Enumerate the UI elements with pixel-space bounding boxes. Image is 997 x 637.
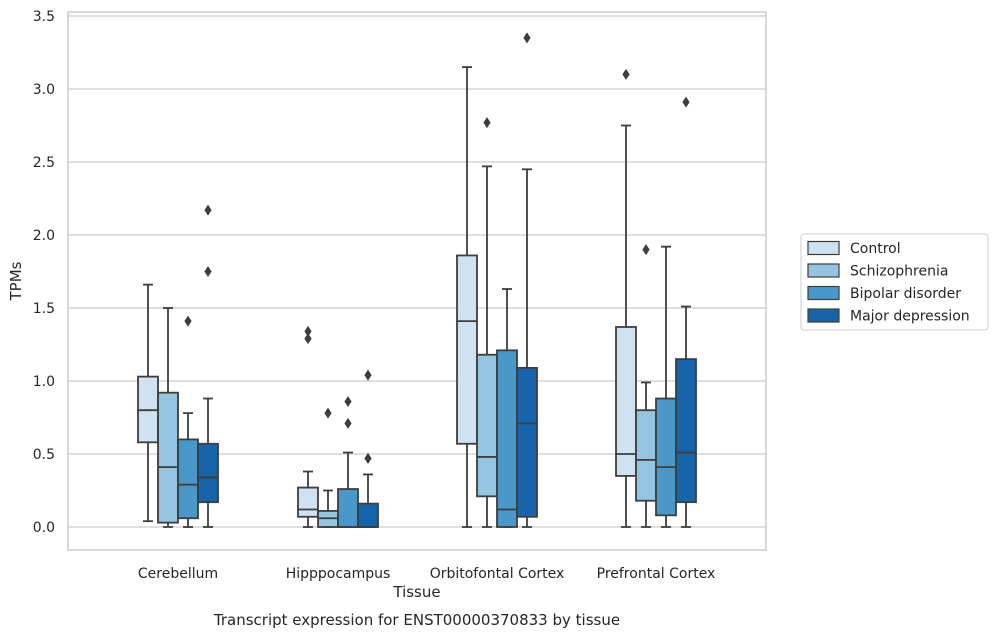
legend-label: Bipolar disorder (850, 286, 961, 302)
legend: Control Schizophrenia Bipolar disorder Majo… (800, 233, 989, 331)
legend-swatch (807, 240, 840, 256)
outlier-point (483, 117, 491, 129)
legend-swatch (807, 263, 840, 278)
outlier-point (344, 395, 352, 407)
box-iqr (357, 502, 379, 528)
box-iqr (516, 366, 538, 518)
x-tick-label: Cerebellum (138, 566, 218, 582)
outlier-point (204, 266, 212, 277)
chart-caption: Transcript expression for ENST0000037083… (213, 611, 620, 629)
box-iqr (197, 442, 219, 504)
y-tick-label: 1.0 (33, 374, 55, 390)
outlier-point (682, 96, 690, 108)
box-control (615, 68, 637, 528)
y-axis-label: TPMs (7, 261, 25, 301)
boxes (137, 32, 697, 528)
box-schizophrenia (476, 117, 498, 528)
y-tick-label: 1.5 (33, 301, 55, 317)
box-iqr (177, 438, 199, 520)
x-axis-label: Tissue (392, 583, 440, 601)
outlier-point (364, 452, 372, 464)
box-bipolar-disorder (655, 245, 677, 528)
legend-label: Major depression (850, 309, 970, 325)
outlier-point (204, 204, 212, 216)
y-tick-label: 3.5 (33, 9, 55, 25)
y-tick-label: 2.5 (33, 155, 55, 171)
box-major-depression (197, 204, 219, 528)
box-iqr (675, 358, 697, 504)
box-iqr (496, 349, 518, 528)
outlier-point (304, 333, 312, 345)
outlier-point (344, 417, 352, 429)
box-major-depression (357, 369, 379, 528)
y-tick-labels: 0.0 0.5 1.0 1.5 2.0 2.5 3.0 3.5 (33, 9, 55, 536)
box-schizophrenia (635, 244, 657, 528)
legend-swatch (807, 285, 840, 301)
box-iqr (476, 353, 498, 498)
outlier-point (184, 315, 192, 327)
y-tick-label: 2.0 (33, 228, 55, 244)
outlier-point (523, 32, 531, 44)
box-iqr (635, 409, 657, 502)
box-schizophrenia (317, 407, 339, 528)
box-control (297, 325, 319, 528)
box-bipolar-disorder (177, 315, 199, 528)
box-iqr (456, 254, 478, 445)
box-control (456, 66, 478, 528)
box-iqr (655, 397, 677, 517)
outlier-point (364, 369, 372, 381)
box-iqr (297, 486, 319, 518)
box-bipolar-disorder (337, 395, 359, 528)
outlier-point (324, 407, 332, 419)
box-iqr (615, 326, 637, 477)
x-tick-label: Orbitofontal Cortex (430, 566, 565, 582)
x-tick-labels: Cerebellum Hipppocampus Orbitofontal Corte… (138, 566, 715, 582)
x-tick-label: Hipppocampus (286, 566, 391, 582)
y-tick-label: 3.0 (33, 82, 55, 98)
x-tick-label: Prefrontal Cortex (597, 566, 716, 582)
box-iqr (157, 391, 179, 524)
box-control (137, 283, 159, 523)
box-iqr (337, 488, 359, 528)
legend-label: Control (850, 241, 901, 257)
box-major-depression (516, 32, 538, 528)
legend-swatch (807, 308, 840, 323)
legend-label: Schizophrenia (850, 264, 948, 280)
legend-frame (800, 233, 989, 331)
box-schizophrenia (157, 307, 179, 528)
outlier-point (642, 244, 650, 256)
box-major-depression (675, 96, 697, 528)
box-bipolar-disorder (496, 288, 518, 528)
outlier-point (304, 325, 312, 337)
y-tick-label: 0.5 (33, 447, 55, 463)
outlier-point (622, 68, 630, 80)
y-tick-label: 0.0 (33, 520, 55, 536)
plot-area-frame (67, 11, 767, 551)
